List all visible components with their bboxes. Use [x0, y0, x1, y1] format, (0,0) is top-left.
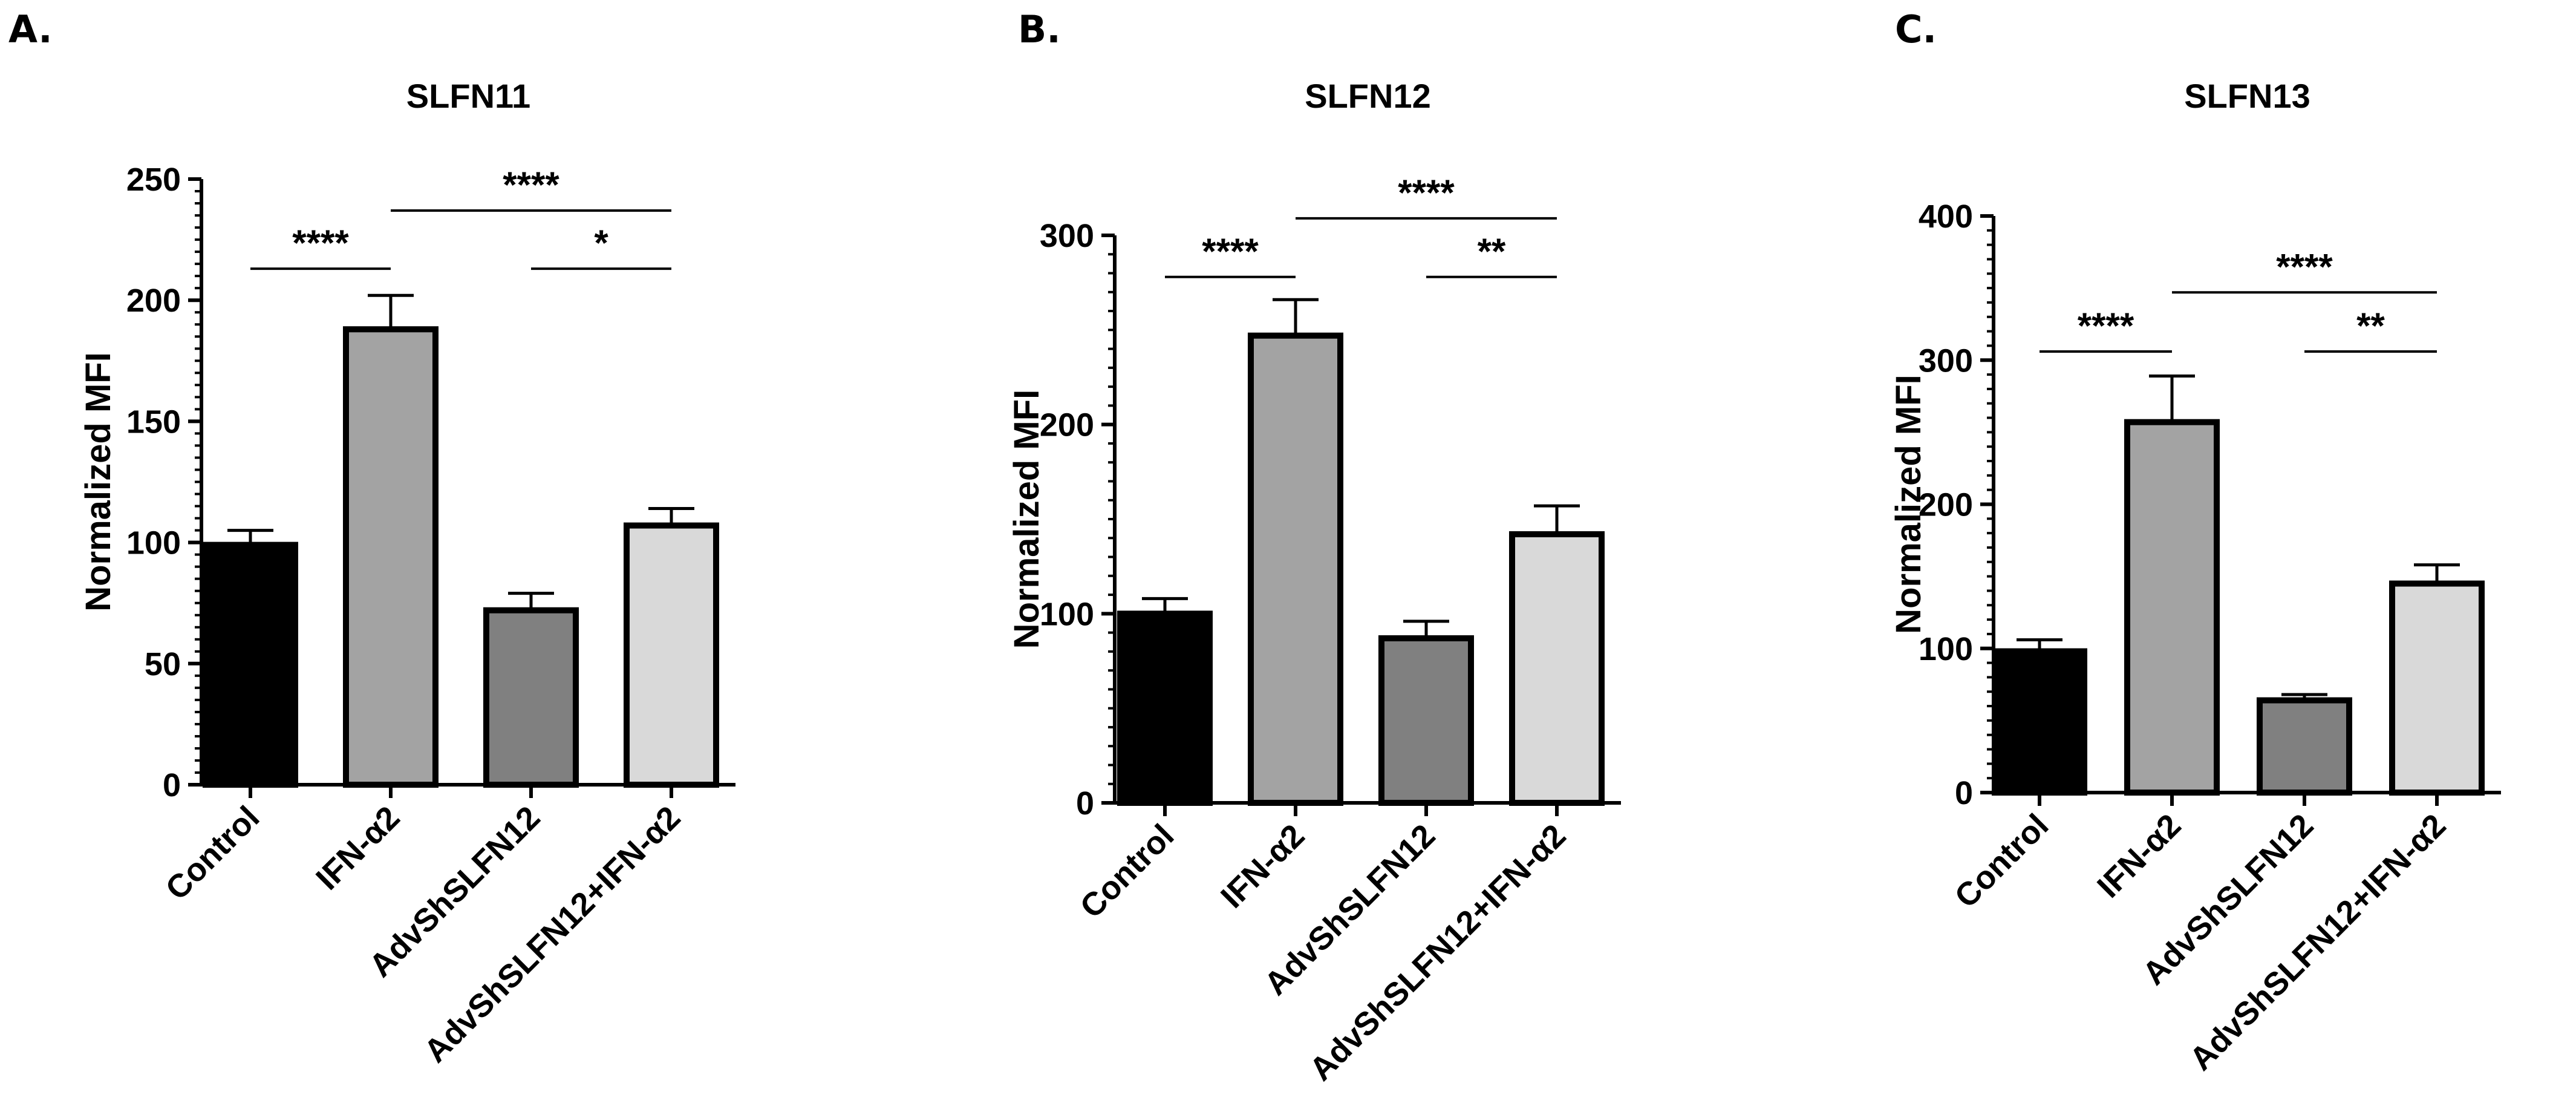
bar	[2257, 697, 2352, 796]
y-tick-label: 0	[1076, 785, 1094, 822]
bar	[343, 326, 439, 788]
x-tick-label: IFN-α2	[1214, 817, 1311, 915]
significance-label: **	[1478, 231, 1506, 272]
bar	[203, 541, 298, 788]
y-tick-label: 400	[1919, 198, 1973, 235]
y-tick-label: 300	[1919, 342, 1973, 379]
bar	[1992, 648, 2087, 796]
chart-title: SLFN11	[406, 77, 530, 115]
y-axis-label: Normalized MFI	[1007, 390, 1046, 649]
panel-letter: B.	[1018, 7, 1061, 51]
significance-label: **	[2356, 306, 2385, 346]
y-tick-label: 100	[126, 525, 181, 561]
x-tick-label: AdvShSLFN12+IFN-α2	[1303, 817, 1573, 1088]
y-tick-label: 200	[1919, 487, 1973, 523]
bar	[1117, 610, 1213, 806]
x-tick-label: AdvShSLFN12+IFN-α2	[2183, 807, 2453, 1078]
y-tick-label: 200	[1040, 407, 1094, 443]
y-tick-label: 100	[1919, 631, 1973, 667]
bar	[1248, 332, 1343, 806]
panel-letter: A.	[8, 7, 53, 51]
significance-label: ****	[2078, 306, 2134, 346]
bar	[1509, 531, 1605, 806]
panel-3: C. SLFN13 Normalized MFI 0 100 200 300 400 Contr…	[1889, 7, 2501, 1078]
significance-label: ****	[2276, 246, 2333, 287]
bar	[1378, 635, 1474, 806]
y-tick-label: 100	[1040, 596, 1094, 632]
panel-2: B. SLFN12 Normalized MFI 0 100 200 300 Control I…	[1007, 7, 1621, 1088]
x-tick-label: Control	[1073, 817, 1181, 925]
significance-label: ****	[503, 165, 559, 205]
significance-label: *	[594, 223, 608, 263]
panel-1: A. SLFN11 Normalized MFI 0 50 100 150 200 250 Con…	[8, 7, 735, 1070]
bar	[2389, 580, 2485, 796]
bar	[2124, 419, 2220, 796]
bar	[483, 607, 579, 788]
bar	[624, 522, 719, 788]
y-tick-label: 0	[1955, 775, 1973, 811]
y-tick-label: 50	[145, 646, 181, 682]
significance-label: ****	[1398, 172, 1455, 213]
x-tick-label: IFN-α2	[2090, 807, 2188, 905]
y-tick-label: 300	[1040, 218, 1094, 254]
x-tick-label: AdvShSLFN12+IFN-α2	[417, 799, 688, 1070]
chart-title: SLFN12	[1305, 77, 1431, 115]
x-tick-label: Control	[1948, 807, 2055, 915]
significance-label: ****	[292, 223, 349, 263]
y-tick-label: 150	[126, 404, 181, 440]
x-tick-label: Control	[158, 799, 266, 907]
significance-label: ****	[1202, 231, 1259, 272]
y-axis-label: Normalized MFI	[1889, 375, 1928, 634]
panel-letter: C.	[1895, 7, 1937, 51]
y-tick-label: 250	[126, 162, 181, 198]
y-axis-label: Normalized MFI	[79, 352, 118, 612]
x-tick-label: IFN-α2	[309, 799, 406, 897]
y-tick-label: 0	[163, 767, 181, 803]
chart-title: SLFN13	[2184, 77, 2310, 115]
y-tick-label: 200	[126, 283, 181, 319]
